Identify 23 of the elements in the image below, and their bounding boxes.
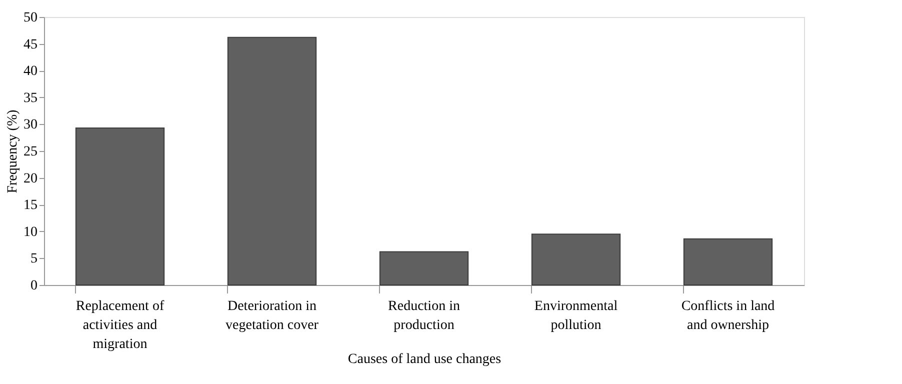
bar xyxy=(683,238,773,286)
y-tick-label: 25 xyxy=(24,144,38,160)
y-tick-label: 15 xyxy=(24,198,38,214)
y-tick-label: 30 xyxy=(24,118,38,133)
bar xyxy=(379,251,469,286)
x-tick-label: Environmental pollution xyxy=(534,299,618,333)
y-tick-label: 50 xyxy=(24,10,38,26)
y-tick-label: 5 xyxy=(30,252,38,267)
x-tick-label: Reduction in production xyxy=(388,299,460,333)
y-tick-label: 45 xyxy=(24,37,38,52)
y-tick-label: 10 xyxy=(24,224,38,240)
bar xyxy=(531,234,621,286)
y-tick-label: 40 xyxy=(24,64,38,80)
y-tick-label: 20 xyxy=(24,171,38,186)
x-tick-label: Conflicts in land and ownership xyxy=(681,299,775,333)
bar xyxy=(75,127,165,286)
x-tick-label: Deterioration in vegetation cover xyxy=(226,299,319,333)
y-tick-label: 35 xyxy=(24,90,38,106)
y-tick-label: 0 xyxy=(30,278,38,294)
bar xyxy=(227,36,317,286)
x-axis-title: Causes of land use changes xyxy=(348,352,502,367)
y-axis-title: Frequency (%) xyxy=(6,109,20,194)
x-tick-label: Replacement of activities and migration xyxy=(76,299,164,352)
